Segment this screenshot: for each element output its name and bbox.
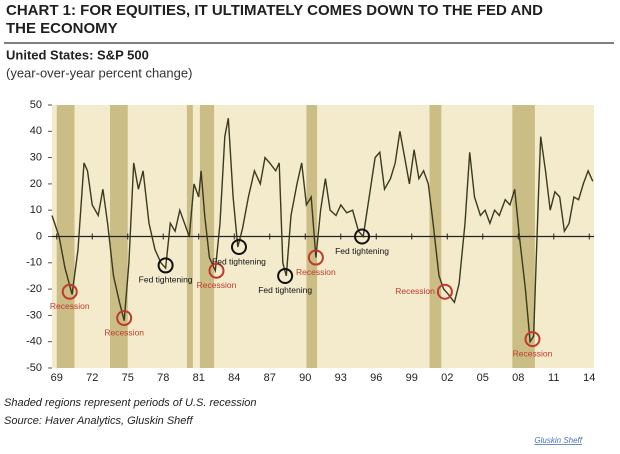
x-tick-label: 81 <box>193 372 205 384</box>
y-tick-label: -30 <box>26 309 42 321</box>
source: Source: Haver Analytics, Gluskin Sheff <box>4 415 193 427</box>
x-tick-label: 08 <box>512 372 524 384</box>
y-tick-label: 10 <box>30 204 42 216</box>
annotation-label: Recession <box>104 327 144 337</box>
annotation-circle <box>61 283 78 300</box>
y-tick-label: 50 <box>30 99 42 111</box>
annotation-label: Recession <box>395 286 435 296</box>
annotation-circle <box>307 249 324 266</box>
annotation-label: Fed tightening <box>139 275 193 285</box>
annotation-label: Recession <box>513 348 553 358</box>
annotation-label: Fed tightening <box>335 246 389 256</box>
y-tick-label: 40 <box>30 125 42 137</box>
annotation-circle <box>157 257 174 274</box>
chart-title-line2: THE ECONOMY <box>6 20 118 37</box>
annotation-circle <box>208 262 225 279</box>
x-tick-label: 75 <box>122 372 134 384</box>
annotation-label: Recession <box>296 267 336 277</box>
x-tick-label: 02 <box>441 372 453 384</box>
x-tick-label: 11 <box>548 372 559 384</box>
y-tick-label: 30 <box>30 152 42 164</box>
y-tick-label: -50 <box>26 362 42 374</box>
y-tick-label: 20 <box>30 178 42 190</box>
annotation-label: Fed tightening <box>258 285 312 295</box>
y-axis-label: (year-over-year percent change) <box>6 65 192 80</box>
y-tick-label: 0 <box>36 230 42 242</box>
series-line <box>51 118 594 344</box>
x-tick-label: 99 <box>406 372 418 384</box>
y-tick-label: -10 <box>26 257 42 269</box>
x-tick-label: 90 <box>299 372 311 384</box>
annotation-circle <box>354 228 371 245</box>
credit: Gluskin Sheff <box>534 436 582 445</box>
annotation-circle <box>277 267 294 284</box>
x-tick-label: 69 <box>51 372 63 384</box>
chart-subtitle: United States: S&P 500 <box>6 47 149 62</box>
y-tick-label: -40 <box>26 336 42 348</box>
x-tick-label: 84 <box>228 372 240 384</box>
x-tick-label: 78 <box>157 372 169 384</box>
y-tick-label: -20 <box>26 283 42 295</box>
annotation-label: Recession <box>50 301 90 311</box>
annotation-circle <box>230 239 247 256</box>
x-tick-label: 96 <box>370 372 382 384</box>
annotation-circle <box>116 310 133 327</box>
x-tick-label: 93 <box>335 372 347 384</box>
annotation-label: Fed tightening <box>212 256 266 266</box>
x-tick-label: 72 <box>86 372 98 384</box>
chart-title-line1: CHART 1: FOR EQUITIES, IT ULTIMATELY COM… <box>6 2 543 19</box>
note: Shaded regions represent periods of U.S.… <box>4 397 257 409</box>
annotation-circle <box>436 283 453 300</box>
x-tick-label: 05 <box>477 372 489 384</box>
annotation-label: Recession <box>197 280 237 290</box>
annotation-circle <box>524 331 541 348</box>
x-tick-label: 87 <box>264 372 276 384</box>
x-tick-label: 14 <box>583 372 595 384</box>
